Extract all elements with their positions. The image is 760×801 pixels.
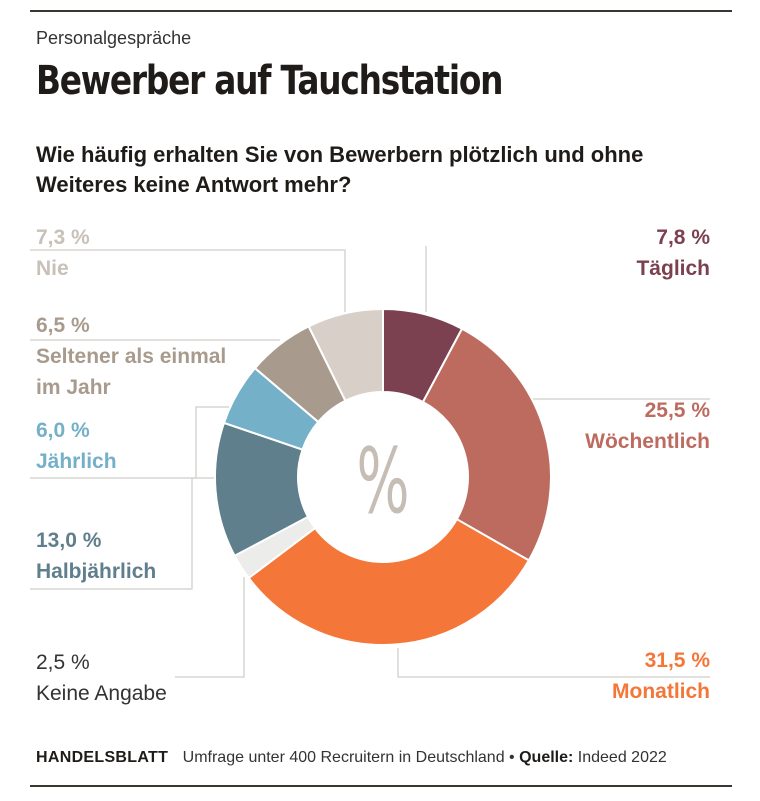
kicker: Personalgespräche	[36, 28, 192, 48]
footer-source: Indeed 2022	[577, 749, 667, 766]
label-value: 6,5 %	[36, 314, 90, 337]
leader-line	[397, 648, 710, 678]
label-monatlich: 31,5 % Monatlich	[612, 645, 710, 707]
leader-line	[30, 406, 230, 479]
slice-wöchentlich	[421, 327, 552, 562]
footer-source-label: Quelle:	[519, 749, 574, 766]
label-name: Wöchentlich	[585, 430, 710, 453]
top-rule	[30, 10, 732, 12]
footer-survey: Umfrage unter 400 Recruitern in Deutschl…	[182, 749, 515, 766]
label-nie: 7,3 % Nie	[36, 222, 90, 284]
question: Wie häufig erhalten Sie von Bewerbern pl…	[36, 142, 644, 197]
leader-line	[30, 249, 346, 312]
label-value: 25,5 %	[644, 399, 710, 422]
label-seltener: 6,5 % Seltener als einmal im Jahr	[36, 310, 236, 403]
label-value: 31,5 %	[644, 649, 710, 672]
slice-nie	[307, 307, 384, 403]
label-name: Seltener als einmal im Jahr	[36, 345, 227, 399]
bottom-rule	[30, 785, 732, 787]
label-taeglich: 7,8 % Täglich	[636, 222, 710, 284]
label-name: Jährlich	[36, 450, 117, 473]
footer-brand: HANDELSBLATT	[36, 749, 169, 766]
label-name: Täglich	[636, 257, 710, 280]
leader-lines	[30, 246, 710, 678]
label-name: Keine Angabe	[36, 682, 167, 705]
center-percent-symbol: %	[356, 429, 409, 534]
label-value: 6,0 %	[36, 419, 90, 442]
headline: Bewerber auf Tauchstation	[36, 58, 504, 104]
slice-monatlich	[247, 517, 531, 646]
label-keine-angabe: 2,5 % Keine Angabe	[36, 647, 167, 709]
label-woechentlich: 25,5 % Wöchentlich	[585, 395, 710, 457]
label-jaehrlich: 6,0 % Jährlich	[36, 415, 117, 477]
leader-line	[175, 577, 245, 678]
label-name: Monatlich	[612, 680, 710, 703]
label-value: 7,8 %	[656, 226, 710, 249]
label-value: 2,5 %	[36, 651, 90, 674]
label-value: 13,0 %	[36, 529, 102, 552]
label-value: 7,3 %	[36, 226, 90, 249]
label-name: Halbjährlich	[36, 560, 157, 583]
leader-line	[30, 477, 214, 590]
footer: HANDELSBLATT Umfrage unter 400 Recruiter…	[36, 749, 667, 767]
donut-slices	[214, 307, 552, 646]
label-name: Nie	[36, 257, 69, 280]
label-halbjaehrlich: 13,0 % Halbjährlich	[36, 525, 156, 587]
